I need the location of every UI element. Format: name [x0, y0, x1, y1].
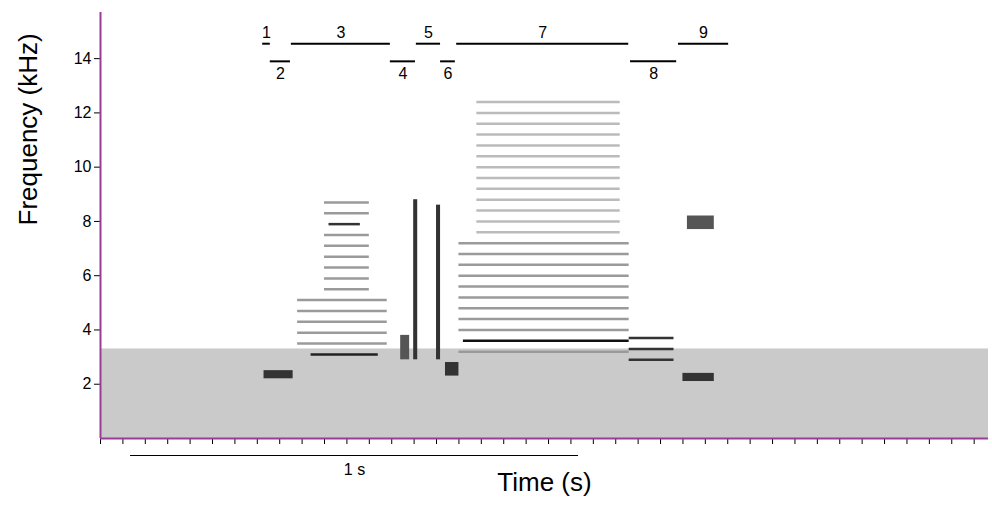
- svg-text:12: 12: [74, 104, 92, 121]
- svg-text:Time (s): Time (s): [497, 467, 591, 497]
- svg-text:1 s: 1 s: [344, 461, 365, 478]
- svg-text:5: 5: [424, 24, 433, 41]
- svg-text:10: 10: [74, 158, 92, 175]
- svg-text:1: 1: [262, 24, 271, 41]
- svg-text:4: 4: [83, 321, 92, 338]
- svg-text:6: 6: [83, 267, 92, 284]
- svg-text:2: 2: [83, 375, 92, 392]
- svg-text:4: 4: [398, 65, 407, 82]
- svg-text:7: 7: [538, 24, 547, 41]
- svg-text:8: 8: [83, 213, 92, 230]
- svg-text:6: 6: [443, 65, 452, 82]
- svg-text:2: 2: [276, 65, 285, 82]
- svg-text:14: 14: [74, 50, 92, 67]
- svg-text:3: 3: [336, 24, 345, 41]
- svg-text:8: 8: [649, 65, 658, 82]
- svg-text:9: 9: [699, 24, 708, 41]
- svg-text:Frequency (kHz): Frequency (kHz): [13, 33, 43, 225]
